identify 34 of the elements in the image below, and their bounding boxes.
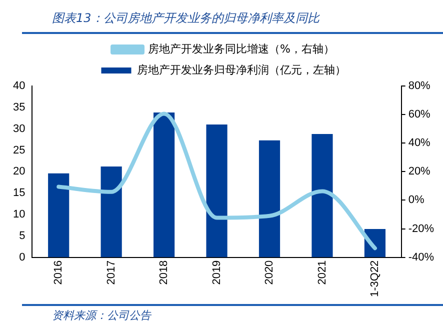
x-tick-label: 2018 — [158, 260, 170, 285]
line-series — [56, 112, 377, 250]
y-tick-label: 5 — [19, 230, 26, 242]
y-tick-label: 10 — [12, 208, 26, 221]
y-tick-label: 40 — [12, 80, 26, 92]
y-tick-label: 25 — [12, 144, 26, 156]
bar — [206, 124, 228, 258]
y2-tick-label: 40% — [408, 137, 431, 150]
bar — [312, 134, 333, 258]
y2-tick-label: -40% — [408, 251, 434, 264]
legend-label: 房地产开发业务归母净利润（亿元，左轴） — [136, 63, 346, 76]
bar — [258, 140, 280, 258]
y-tick-label: 35 — [12, 101, 26, 114]
text: 资料来源：公司公告 — [22, 304, 443, 323]
y2-tick-label: 60% — [408, 108, 431, 121]
bar — [100, 166, 122, 258]
bar — [154, 112, 175, 258]
bar — [48, 173, 70, 258]
x-tick-label: 2019 — [210, 260, 223, 285]
x-tick-label: 1-3Q22 — [368, 260, 381, 298]
y2-tick-label: 0% — [408, 194, 424, 206]
x-tick-label: 2021 — [316, 260, 328, 285]
x-tick-label: 2017 — [105, 260, 118, 285]
y-tick-label: 30 — [12, 122, 26, 135]
chart-title: 图表13：公司房地产开发业务的归母净利率及同比 — [22, 0, 443, 34]
x-tick-label: 2020 — [264, 260, 276, 285]
y2-tick-label: 80% — [408, 80, 431, 92]
x-tick-label: 2016 — [52, 260, 65, 285]
y2-tick-label: 20% — [408, 166, 431, 178]
legend-label: 房地产开发业务同比增速（%，右轴） — [148, 42, 334, 56]
y2-tick-label: -20% — [408, 222, 434, 235]
y-tick-label: 0 — [19, 251, 26, 264]
y-tick-label: 20 — [12, 166, 26, 178]
y-tick-label: 15 — [12, 187, 26, 200]
